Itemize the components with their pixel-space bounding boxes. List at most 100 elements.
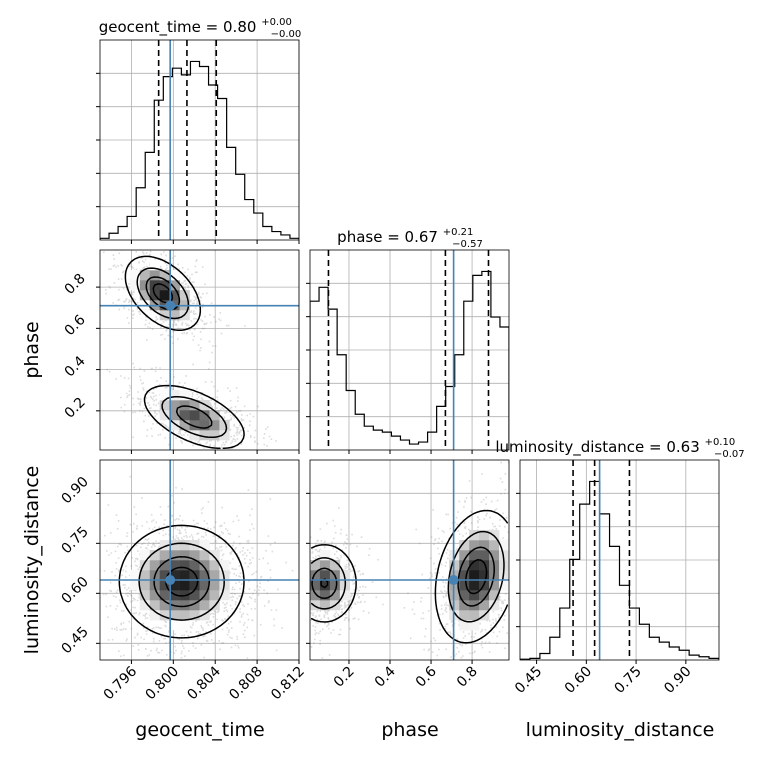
density-cell <box>169 560 180 571</box>
density-cell <box>479 600 490 611</box>
hist-bin <box>163 77 172 240</box>
density-cell <box>499 540 509 551</box>
density-cell <box>479 520 490 531</box>
density-cell <box>310 570 321 581</box>
density-cell <box>310 580 321 591</box>
density-cell <box>479 550 490 561</box>
y-tick-label: 0.2 <box>62 394 89 421</box>
density-cell <box>199 560 210 571</box>
density-cell <box>469 590 480 601</box>
density-cell <box>479 530 490 541</box>
density-cell <box>189 430 200 441</box>
hist-bin <box>500 327 509 450</box>
density-cell <box>189 570 200 581</box>
density-cell <box>169 290 180 301</box>
density-cell <box>329 560 341 571</box>
density-cell <box>489 580 500 591</box>
density-cell <box>189 590 200 601</box>
density-cell <box>179 550 190 561</box>
density-cell <box>179 620 190 631</box>
density-cell <box>199 410 210 421</box>
density-cell <box>449 610 460 621</box>
density-cell <box>189 600 200 611</box>
density-cell <box>169 420 180 431</box>
density-cell <box>139 550 151 561</box>
hist-bin <box>620 585 630 660</box>
contour-line <box>310 530 505 623</box>
hist-panel-geocent_time <box>96 39 300 244</box>
density-cell <box>179 580 190 591</box>
hist-bin <box>669 647 679 660</box>
density-cell <box>159 400 170 411</box>
hist-bin <box>391 436 400 450</box>
density-cell <box>149 590 160 601</box>
panel-frame <box>99 459 300 661</box>
hist-bin <box>473 275 482 450</box>
hist-bin <box>172 68 181 240</box>
density-cell <box>179 290 190 301</box>
density-cell <box>209 580 220 591</box>
density-cell <box>139 280 151 291</box>
hist-bin <box>346 390 355 450</box>
density-cell <box>159 410 170 421</box>
density-cell <box>179 560 190 571</box>
density-cell <box>479 540 490 551</box>
x-tick-label: 0.45 <box>512 664 545 697</box>
density-cell <box>479 560 490 571</box>
density-cell <box>159 550 170 561</box>
density-cell <box>319 580 331 591</box>
hist-bin <box>136 188 145 240</box>
density-cell <box>479 570 490 581</box>
density-cell <box>489 590 500 601</box>
density-cell <box>149 260 160 271</box>
density-cell <box>159 560 170 571</box>
y-tick-label: 0.6 <box>62 312 89 339</box>
x-tick-label: 0.60 <box>562 664 595 697</box>
density-cell <box>179 570 190 581</box>
density-cell <box>189 560 200 571</box>
density-cell <box>209 550 220 561</box>
y-tick-label: 0.60 <box>58 574 91 607</box>
density-cell <box>209 590 220 601</box>
density-cell <box>169 270 180 281</box>
density-cell <box>179 390 190 401</box>
x-axis-label-phase: phase <box>381 719 438 741</box>
density-cell <box>219 570 230 581</box>
density-cell <box>149 270 160 281</box>
density-cell <box>209 420 220 431</box>
hist-panel-phase <box>306 249 510 454</box>
hist-bin <box>200 66 209 240</box>
density-cell <box>449 600 460 611</box>
density-cell <box>449 590 460 601</box>
density-cell <box>139 270 151 281</box>
hist-bin <box>118 227 127 240</box>
density-cell <box>449 560 460 571</box>
density-cell <box>169 400 180 411</box>
y-tick-label: 0.4 <box>62 353 89 380</box>
hist-bin <box>364 426 373 450</box>
x-tick-label: 0.8 <box>454 664 481 691</box>
hist-bin <box>236 174 245 240</box>
density-cell <box>310 590 321 601</box>
density-cell <box>209 560 220 571</box>
density-cell <box>179 410 190 421</box>
density-cell <box>149 610 160 621</box>
density-cell <box>159 310 170 321</box>
density-cell <box>319 570 331 581</box>
density-cell <box>219 430 230 441</box>
density-cell <box>159 590 170 601</box>
density-cell <box>179 600 190 611</box>
density-cell <box>189 580 200 591</box>
density-cell <box>189 610 200 621</box>
density-cell <box>169 310 180 321</box>
density-cell <box>199 550 210 561</box>
density-cell <box>459 560 470 571</box>
density-cell <box>469 580 480 591</box>
density-cell <box>489 550 500 561</box>
density-cell <box>499 550 509 561</box>
truth-point <box>165 300 176 311</box>
density-cell <box>169 280 180 291</box>
panel-geocent_time-vs-luminosity_distance: 0.796 0.800 0.804 0.808 0.812 0.45 0.60 0.75 0.9… <box>58 459 308 703</box>
density-cell <box>129 570 141 581</box>
